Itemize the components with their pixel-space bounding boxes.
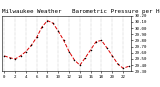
- Point: [35, 37, 38, 38]
- Point: [73, 60, 76, 61]
- Point: [116, 63, 119, 65]
- Point: [14, 58, 16, 60]
- Point: [111, 55, 114, 57]
- Point: [127, 66, 130, 67]
- Point: [3, 55, 6, 57]
- Point: [62, 40, 65, 41]
- Point: [100, 40, 103, 41]
- Text: Milwaukee Weather   Barometric Pressure per Hour (Last 24 Hours): Milwaukee Weather Barometric Pressure pe…: [2, 9, 160, 14]
- Point: [46, 20, 49, 21]
- Point: [25, 51, 27, 52]
- Point: [8, 57, 11, 58]
- Point: [106, 47, 108, 49]
- Point: [84, 57, 87, 58]
- Point: [41, 26, 43, 27]
- Point: [19, 55, 22, 57]
- Point: [57, 30, 60, 32]
- Point: [68, 51, 70, 52]
- Point: [79, 64, 81, 66]
- Point: [89, 49, 92, 50]
- Point: [95, 41, 97, 42]
- Point: [52, 22, 54, 24]
- Point: [30, 45, 33, 46]
- Point: [122, 68, 124, 69]
